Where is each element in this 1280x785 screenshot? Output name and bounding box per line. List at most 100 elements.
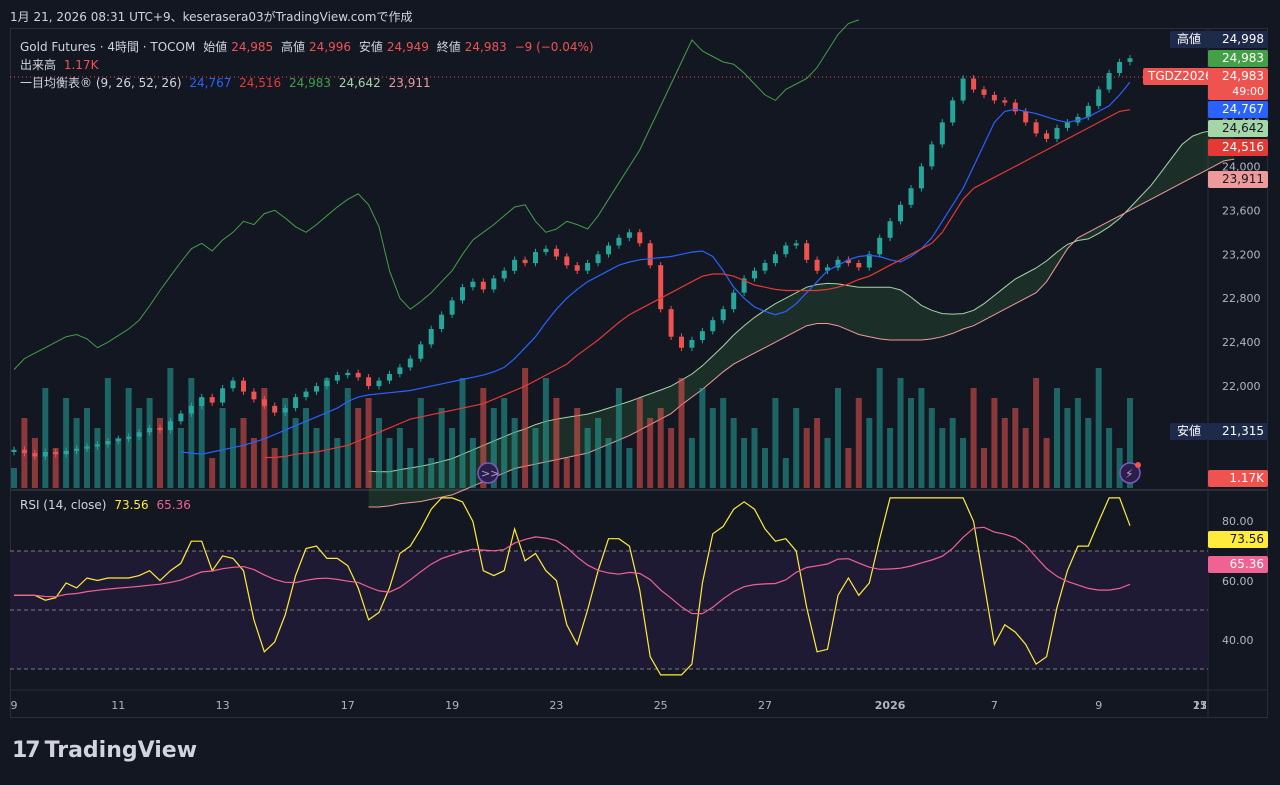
volume-bar bbox=[605, 438, 612, 488]
rsi-ma-value: 65.36 bbox=[156, 498, 191, 512]
volume-bar bbox=[991, 398, 998, 488]
volume-bar bbox=[240, 418, 247, 488]
volume-bar bbox=[480, 388, 487, 488]
volume-bar bbox=[104, 378, 111, 488]
candle-body bbox=[898, 204, 903, 222]
rsi-legend: RSI (14, close) 73.56 65.36 bbox=[20, 498, 195, 512]
ichimoku-label[interactable]: 一目均衡表® (9, 26, 52, 26) bbox=[20, 76, 182, 90]
candle-body bbox=[626, 232, 632, 238]
chikou-price-tag[interactable]: 24,983 bbox=[1208, 50, 1268, 67]
volume-bar bbox=[449, 428, 456, 488]
volume-bar bbox=[866, 418, 873, 488]
candle-body bbox=[1054, 127, 1060, 139]
volume-bar bbox=[824, 438, 831, 488]
volume-tag[interactable]: 1.17K bbox=[1208, 470, 1268, 487]
rsi-tick-60: 60.00 bbox=[1222, 575, 1254, 588]
tenkan-price-tag[interactable]: 24,767 bbox=[1208, 101, 1268, 118]
volume-bar bbox=[803, 428, 810, 488]
volume-bar bbox=[908, 398, 914, 488]
volume-bar bbox=[772, 398, 779, 488]
open-label: 始値 bbox=[203, 40, 228, 54]
volume-bar bbox=[688, 438, 695, 488]
candle-body bbox=[324, 380, 330, 387]
volume-bar bbox=[1033, 378, 1040, 488]
price-tick-label: 23,600 bbox=[1222, 204, 1261, 217]
volume-bar bbox=[261, 388, 268, 488]
high-price-tag[interactable]: 24,998 bbox=[1208, 31, 1268, 48]
candle-body bbox=[752, 270, 757, 279]
rsi-ma-tag[interactable]: 65.36 bbox=[1208, 556, 1268, 573]
time-tick-label: 13 bbox=[1193, 699, 1207, 712]
volume-bar bbox=[584, 428, 591, 488]
candle-body bbox=[1106, 73, 1112, 90]
candle-body bbox=[1127, 58, 1133, 62]
tradingview-logo[interactable]: 17 TradingView bbox=[12, 738, 197, 763]
time-tick-label: 17 bbox=[341, 699, 355, 712]
volume-bar bbox=[157, 418, 163, 488]
rsi-value: 73.56 bbox=[114, 498, 149, 512]
volume-bar bbox=[793, 408, 800, 488]
candle-body bbox=[606, 245, 611, 255]
volume-bar bbox=[438, 408, 445, 488]
notification-dot-icon bbox=[1135, 462, 1141, 468]
volume-bar bbox=[459, 378, 466, 488]
span-a-price-tag[interactable]: 24,642 bbox=[1208, 120, 1268, 137]
symbol-tag[interactable]: TGDZ2026 bbox=[1143, 68, 1218, 85]
volume-bar bbox=[177, 428, 184, 488]
volume-label[interactable]: 出来高 bbox=[20, 58, 57, 72]
candle-body bbox=[553, 248, 559, 257]
candle-body bbox=[303, 391, 309, 398]
candle-body bbox=[428, 329, 434, 345]
volume-bar bbox=[188, 378, 195, 488]
volume-legend: 出来高 1.17K bbox=[20, 56, 102, 73]
candle-body bbox=[699, 331, 705, 340]
earnings-marker-icon[interactable] bbox=[1119, 462, 1141, 484]
symbol-title[interactable]: Gold Futures · 4時間 · TOCOM bbox=[20, 40, 196, 54]
candle-body bbox=[908, 188, 914, 205]
candle-body bbox=[188, 405, 194, 414]
candle-body bbox=[877, 237, 883, 255]
volume-bar bbox=[553, 398, 560, 488]
rsi-tick-40: 40.00 bbox=[1222, 634, 1254, 647]
rsi-tag[interactable]: 73.56 bbox=[1208, 531, 1268, 548]
rsi-label[interactable]: RSI (14, close) bbox=[20, 498, 107, 512]
volume-bar bbox=[636, 398, 643, 488]
volume-bar bbox=[376, 418, 382, 488]
candle-body bbox=[157, 427, 163, 431]
kijun-price-tag[interactable]: 24,516 bbox=[1208, 139, 1268, 156]
span-b-price-tag[interactable]: 23,911 bbox=[1208, 171, 1268, 188]
volume-bar bbox=[292, 418, 299, 488]
volume-bar bbox=[365, 398, 372, 488]
price-tick-label: 23,200 bbox=[1222, 248, 1261, 261]
time-tick-label: 21 bbox=[1193, 699, 1207, 712]
candle-body bbox=[439, 314, 445, 329]
low-price-tag[interactable]: 21,315 bbox=[1208, 423, 1268, 440]
candle-body bbox=[1033, 122, 1039, 134]
volume-bar bbox=[720, 398, 727, 488]
volume-bar bbox=[939, 428, 946, 488]
ichimoku-span-b: 23,911 bbox=[388, 76, 431, 90]
last-price-tag[interactable]: 24,983 49:00 bbox=[1208, 68, 1268, 100]
candle-body bbox=[679, 336, 684, 348]
volume-bar bbox=[782, 458, 789, 488]
candle-body bbox=[241, 380, 246, 392]
volume-bar bbox=[522, 368, 529, 488]
volume-bar bbox=[855, 398, 862, 488]
volume-bar bbox=[1127, 398, 1133, 488]
tradingview-logo-icon: 17 bbox=[12, 738, 41, 763]
candle-body bbox=[762, 263, 768, 271]
volume-bar bbox=[31, 438, 38, 488]
candle-body bbox=[731, 292, 737, 310]
volume-bar bbox=[845, 448, 852, 488]
candle-body bbox=[63, 450, 69, 455]
candle-body bbox=[376, 380, 382, 387]
volume-bar bbox=[271, 448, 278, 488]
price-tick-label: 22,800 bbox=[1222, 292, 1261, 305]
price-tick-label: 22,000 bbox=[1222, 380, 1261, 393]
candle-body bbox=[835, 259, 841, 268]
time-tick-label: 15 bbox=[1193, 699, 1207, 712]
candle-body bbox=[929, 144, 935, 167]
event-marker-icon[interactable] bbox=[477, 462, 499, 484]
